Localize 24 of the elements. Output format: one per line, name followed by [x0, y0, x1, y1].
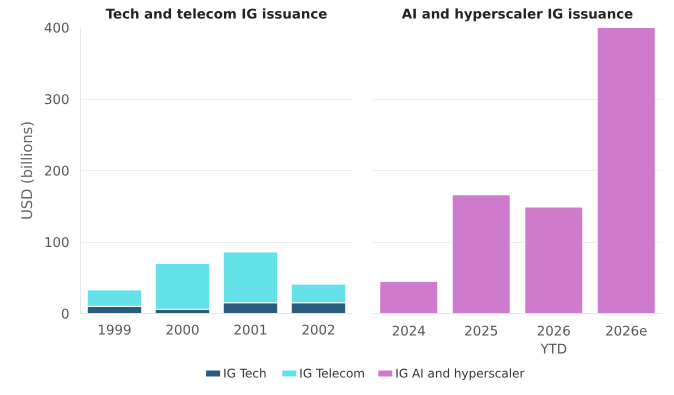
bar: [452, 194, 511, 314]
bar: [154, 262, 210, 310]
legend-label: IG Tech: [223, 366, 267, 380]
x-tick-label: 2001: [234, 324, 268, 338]
chart-title: AI and hyperscaler IG issuance: [402, 8, 634, 22]
y-tick-label: 400: [44, 22, 70, 36]
chart-title: Tech and telecom IG issuance: [106, 8, 328, 22]
bar: [596, 28, 656, 314]
y-axis-title: USD (billions): [19, 121, 36, 220]
legend-label: IG AI and hyperscaler: [395, 366, 524, 380]
y-tick-label: 100: [44, 236, 70, 251]
x-tick-label: 1999: [98, 324, 132, 338]
y-tick-label: 300: [44, 93, 70, 108]
x-tick-label: 2026e: [605, 324, 648, 340]
y-tick-label: 0: [61, 308, 70, 322]
x-tick-label: 2000: [166, 324, 200, 338]
y-tick-label: 200: [44, 164, 70, 180]
legend-label: IG Telecom: [299, 366, 365, 380]
bar: [524, 206, 584, 314]
x-tick-label: 2002: [302, 324, 336, 338]
x-tick-label: 2024: [392, 324, 426, 340]
x-tick-label: 2025: [464, 324, 498, 340]
bar: [379, 280, 438, 314]
x-tick-label: 2026 YTD: [536, 324, 571, 358]
